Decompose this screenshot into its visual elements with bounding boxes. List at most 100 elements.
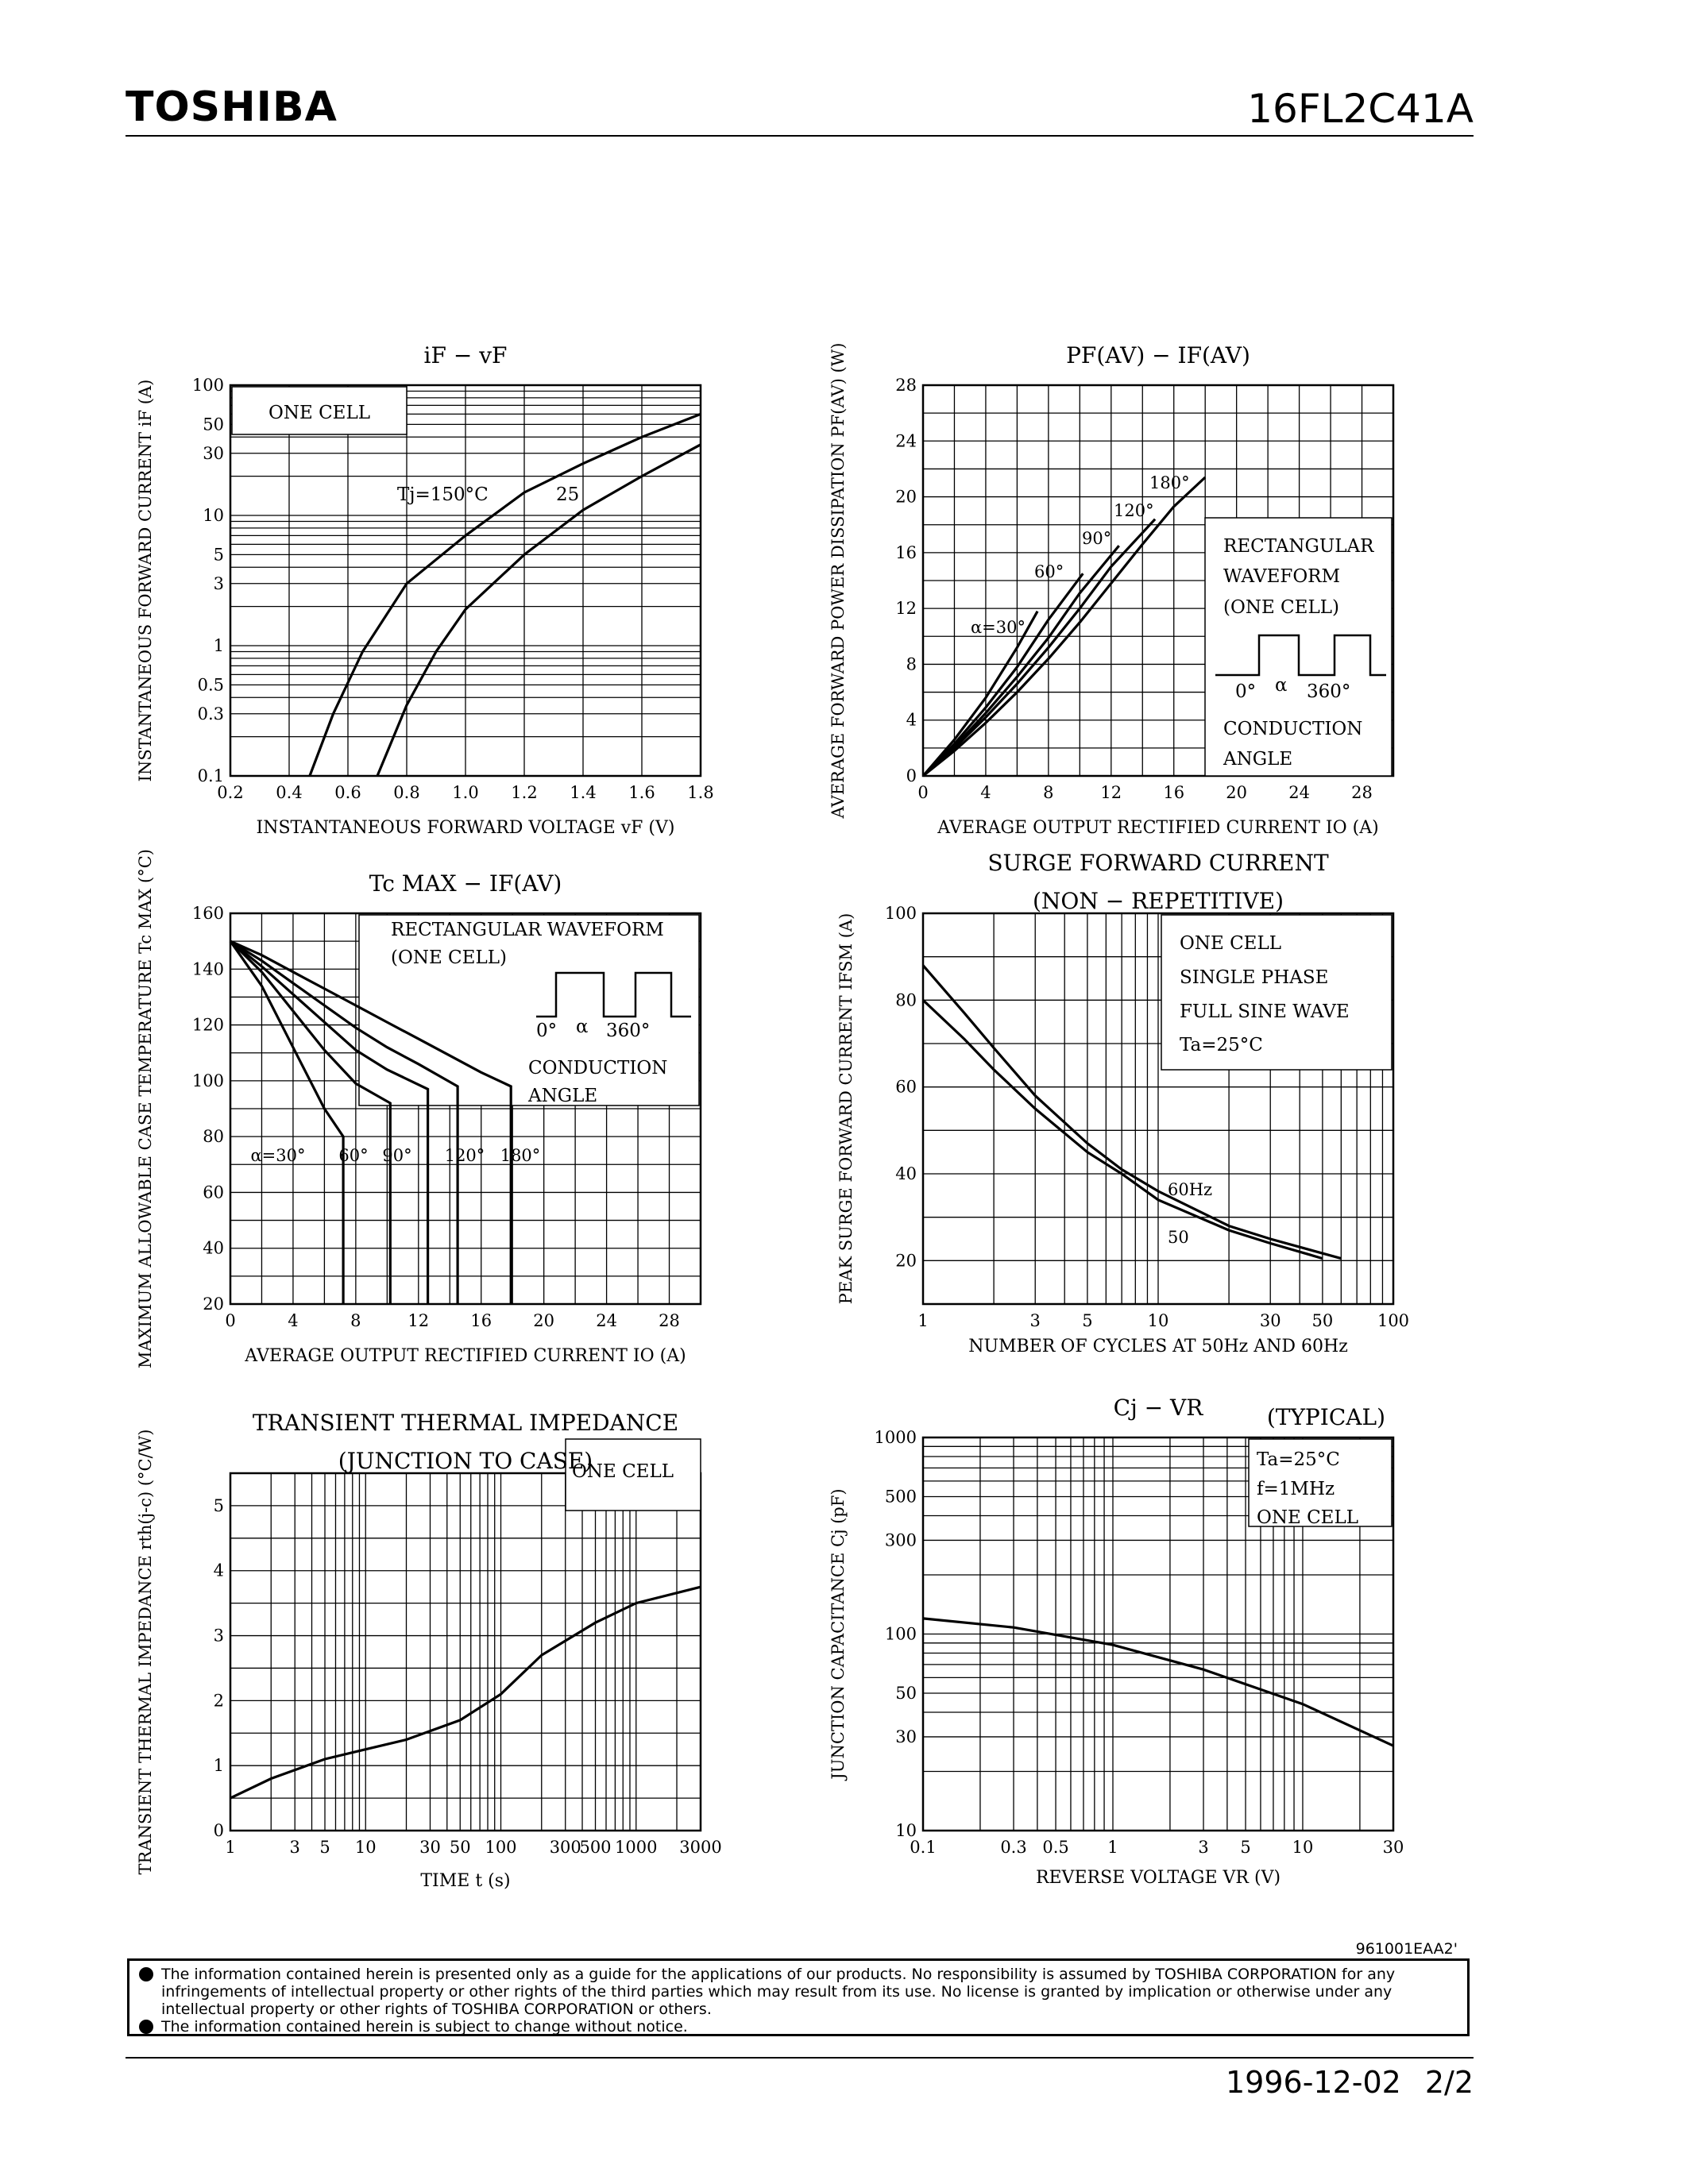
- y-tick-label: 1000: [875, 1428, 917, 1447]
- y-axis-label: PEAK SURGE FORWARD CURRENT IFSM (A): [836, 913, 856, 1305]
- chart-title: Tc MAX − IF(AV): [369, 870, 562, 897]
- plot-frame: [229, 384, 702, 778]
- x-axis-label: NUMBER OF CYCLES AT 50Hz AND 60Hz: [968, 1337, 1348, 1356]
- annotation-text: FULL SINE WAVE: [1180, 1001, 1350, 1022]
- y-tick-label: 100: [192, 376, 224, 395]
- x-tick-label: 8: [350, 1311, 361, 1330]
- annotation-text: f=1MHz: [1257, 1479, 1335, 1499]
- annotation-text: ANGLE: [527, 1086, 597, 1106]
- x-tick-label: 50: [1312, 1311, 1334, 1330]
- annotation-text: 25: [556, 484, 579, 505]
- x-tick-label: 300: [550, 1838, 581, 1857]
- x-tick-label: 24: [596, 1311, 617, 1330]
- y-tick-label: 80: [895, 990, 917, 1009]
- x-tick-label: 0.3: [1000, 1838, 1026, 1857]
- series-label: 60°: [338, 1146, 368, 1165]
- plot-frame: [921, 384, 1395, 778]
- chart-title: Cj − VR: [1114, 1395, 1204, 1421]
- y-tick-label: 80: [203, 1127, 224, 1146]
- x-tick-label: 0.5: [1042, 1838, 1068, 1857]
- y-tick-label: 0: [214, 1821, 224, 1840]
- chart-subtitle: (TYPICAL): [1267, 1404, 1385, 1430]
- waveform-icon: [1215, 634, 1386, 677]
- series-line: [230, 940, 512, 1304]
- x-tick-label: 5: [1082, 1311, 1092, 1330]
- annotation-text: (ONE CELL): [391, 947, 507, 968]
- series-line: [921, 999, 1323, 1260]
- y-tick-label: 120: [192, 1016, 224, 1035]
- series-line: [229, 940, 430, 1304]
- disclaimer-item: The information contained herein is pres…: [139, 1966, 1458, 2018]
- disclaimer-text: The information contained herein is subj…: [161, 2018, 688, 2035]
- legend-box: [231, 386, 408, 435]
- y-tick-label: 28: [895, 376, 917, 395]
- x-tick-label: 0.4: [276, 783, 302, 802]
- chart-subtitle: (JUNCTION TO CASE): [338, 1448, 593, 1474]
- series-label: 90°: [382, 1146, 411, 1165]
- annotation-text: CONDUCTION: [528, 1058, 667, 1078]
- x-tick-label: 1.8: [687, 783, 713, 802]
- x-axis-label: AVERAGE OUTPUT RECTIFIED CURRENT IO (A): [244, 1346, 686, 1366]
- series-label: 120°: [445, 1146, 485, 1165]
- x-tick-label: 50: [450, 1838, 471, 1857]
- x-axis-label: INSTANTANEOUS FORWARD VOLTAGE vF (V): [257, 818, 675, 838]
- x-axis-label: TIME t (s): [420, 1871, 510, 1891]
- grid: [230, 384, 701, 777]
- annotation-text: 0°: [536, 1021, 557, 1041]
- y-axis-label: JUNCTION CAPACITANCE Cj (pF): [829, 1488, 848, 1781]
- series-line: [376, 443, 701, 777]
- series-line: [230, 940, 459, 1304]
- x-tick-label: 0: [225, 1311, 235, 1330]
- series-label: 60°: [1034, 562, 1064, 581]
- y-tick-label: 1: [214, 1756, 224, 1775]
- series-label: 180°: [1149, 473, 1190, 492]
- y-tick-label: 500: [885, 1488, 917, 1507]
- x-tick-label: 4: [288, 1311, 298, 1330]
- y-tick-label: 100: [885, 904, 917, 923]
- x-tick-label: 30: [1260, 1311, 1281, 1330]
- part-number: 16FL2C41A: [1247, 86, 1474, 132]
- y-tick-label: 10: [895, 1821, 917, 1840]
- chart-title: PF(AV) − IF(AV): [1066, 342, 1250, 369]
- footer-page: 2/2: [1424, 2065, 1474, 2100]
- plot-frame: [921, 912, 1395, 1306]
- x-tick-label: 10: [1148, 1311, 1169, 1330]
- header-rule: [126, 135, 1474, 137]
- series-line: [921, 573, 1084, 778]
- plot-frame: [229, 1472, 702, 1832]
- footer-info: 1996-12-02 2/2: [1202, 2065, 1474, 2100]
- annotation-text: ONE CELL: [572, 1461, 674, 1482]
- disclaimer-text: The information contained herein is pres…: [161, 1966, 1396, 2018]
- series-line: [921, 610, 1039, 778]
- y-tick-label: 100: [192, 1071, 224, 1090]
- y-tick-label: 40: [203, 1239, 224, 1258]
- y-axis-label: MAXIMUM ALLOWABLE CASE TEMPERATURE Tc MA…: [136, 849, 155, 1368]
- y-tick-label: 3: [214, 1626, 224, 1646]
- y-axis-label: INSTANTANEOUS FORWARD CURRENT iF (A): [136, 380, 155, 782]
- x-tick-label: 16: [470, 1311, 492, 1330]
- x-tick-label: 0: [917, 783, 928, 802]
- legend-box: [358, 914, 700, 1106]
- y-tick-label: 4: [214, 1561, 224, 1580]
- annotation-text: α: [576, 1017, 589, 1037]
- chart-cj-vr: 0.1 0.3 0.5 1 3 5 10 30 10 30 50 100 300 500 1000 Cj − …: [829, 1395, 1404, 1888]
- x-tick-label: 3: [1030, 1311, 1041, 1330]
- plot-frame: [229, 912, 702, 1306]
- footer-rule: [126, 2057, 1474, 2059]
- x-tick-label: 500: [579, 1838, 611, 1857]
- annotation-text: 360°: [606, 1021, 650, 1041]
- x-tick-label: 30: [1383, 1838, 1404, 1857]
- x-tick-label: 1: [1107, 1838, 1118, 1857]
- x-tick-label: 10: [355, 1838, 377, 1857]
- legend-box: [1248, 1438, 1393, 1527]
- annotation-text: SINGLE PHASE: [1180, 967, 1328, 988]
- y-tick-label: 160: [192, 904, 224, 923]
- annotation-text: 360°: [1307, 681, 1350, 702]
- y-tick-label: 5: [214, 545, 224, 564]
- y-tick-label: 30: [203, 444, 224, 463]
- chart-title: TRANSIENT THERMAL IMPEDANCE: [253, 1410, 678, 1436]
- x-tick-label: 12: [1100, 783, 1122, 802]
- y-tick-label: 12: [895, 599, 917, 618]
- y-tick-label: 8: [906, 654, 917, 673]
